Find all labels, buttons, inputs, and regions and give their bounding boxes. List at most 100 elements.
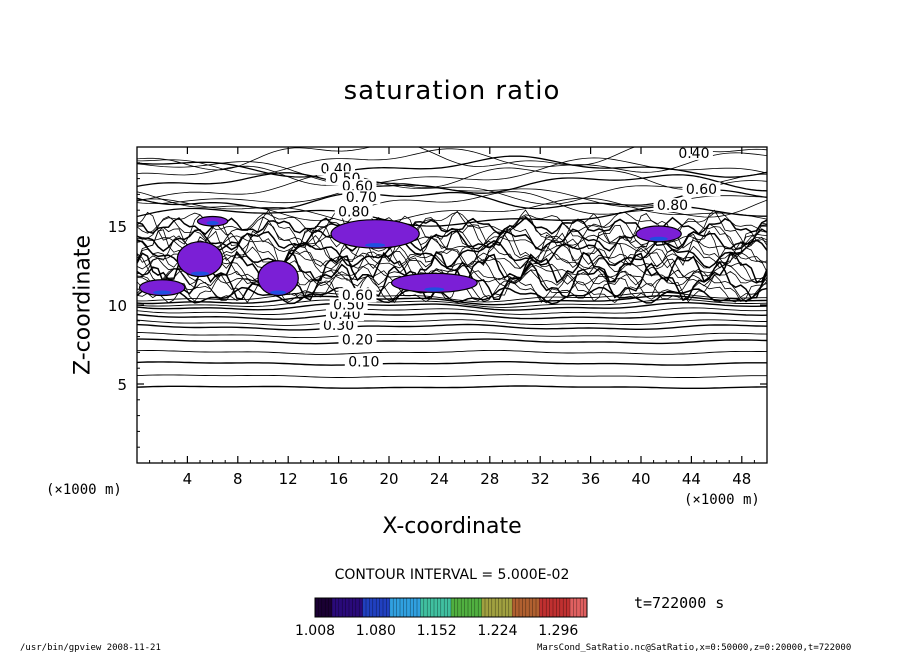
contour-label-bg — [674, 145, 713, 160]
x-tick-label: 16 — [329, 470, 348, 488]
colorbar-segment — [447, 598, 452, 617]
contour-label: 0.60 — [342, 288, 373, 304]
colorbar-segment — [355, 598, 360, 617]
colorbar-segment — [315, 598, 319, 617]
colorbar-segment — [342, 598, 346, 617]
x-tick-label: 40 — [631, 470, 650, 488]
contour-labels: 0.100.200.300.400.500.600.400.500.600.70… — [317, 145, 721, 370]
colorbar-segment — [440, 598, 445, 617]
contour-line — [137, 228, 767, 252]
colorbar-segment — [332, 598, 336, 617]
colorbar-segment — [420, 598, 425, 617]
colorbar-segment — [508, 598, 513, 617]
colorbar-segment — [335, 598, 340, 617]
colorbar-segment — [519, 598, 523, 617]
contour-line — [137, 338, 767, 345]
contour-label: 0.80 — [338, 204, 369, 220]
colorbar-segment — [464, 598, 469, 617]
colorbar-segment — [321, 598, 326, 617]
y-axis-unit: (×1000 m) — [46, 482, 122, 498]
contour-line — [137, 302, 767, 311]
contour-line — [137, 157, 767, 186]
colorbar-segment — [325, 598, 329, 617]
colorbar-segment — [488, 598, 493, 617]
contour-line — [137, 319, 767, 326]
colorbar-segment — [349, 598, 353, 617]
colorbar-segment — [372, 598, 377, 617]
colorbar-segment — [573, 598, 578, 617]
contour-line — [137, 332, 767, 339]
x-tick-label: 48 — [732, 470, 751, 488]
colorbar-segment — [345, 598, 350, 617]
colorbar-tick-label: 1.296 — [538, 623, 578, 639]
x-axis-unit: (×1000 m) — [684, 492, 760, 508]
contour-line — [137, 244, 767, 285]
colorbar: 1.008 1.080 1.152 1.224 1.296 — [295, 597, 588, 639]
colorbar-segment — [491, 598, 496, 617]
contour-line — [137, 147, 767, 171]
colorbar-segment — [318, 598, 323, 617]
contour-line — [137, 250, 767, 286]
contour-line — [137, 374, 767, 378]
colorbar-segment — [474, 598, 479, 617]
contour-line — [137, 197, 767, 225]
contour-line — [137, 312, 767, 320]
contour-line — [137, 361, 767, 366]
contour-interval: CONTOUR INTERVAL = 5.000E-02 — [334, 567, 570, 583]
colorbar-segment — [481, 598, 486, 617]
contour-label: 0.60 — [686, 182, 717, 198]
colorbar-segment — [362, 598, 367, 617]
contour-label: 0.10 — [348, 354, 379, 370]
region-core — [649, 236, 668, 241]
colorbar-frame — [314, 597, 588, 618]
region-core — [190, 271, 210, 276]
colorbar-segment — [400, 598, 404, 617]
chart-title: saturation ratio — [343, 76, 561, 106]
contour-line — [137, 385, 767, 389]
colorbar-tick-label: 1.008 — [295, 623, 335, 639]
colorbar-segment — [549, 598, 554, 617]
contour-label-bg — [342, 190, 381, 205]
y-tick-label: 5 — [117, 376, 127, 394]
region-core — [270, 290, 287, 295]
colorbar-segment — [403, 598, 408, 617]
colorbar-segment — [525, 598, 530, 617]
colorbar-segment — [468, 598, 472, 617]
colorbar-segment — [444, 598, 448, 617]
contour-line — [137, 155, 767, 178]
colorbar-segment — [396, 598, 401, 617]
colorbar-segment — [556, 598, 561, 617]
colorbar-segment — [454, 598, 459, 617]
supersaturated-region — [635, 225, 682, 243]
colorbar-tick-label: 1.224 — [477, 623, 517, 639]
contour-label: 0.20 — [342, 332, 373, 348]
region-core — [153, 290, 172, 295]
colorbar-segment — [566, 598, 571, 617]
colorbar-segment — [379, 598, 384, 617]
contour-line — [137, 173, 767, 205]
contour-line — [137, 209, 767, 249]
colorbar-segment — [536, 598, 540, 617]
x-tick-label: 24 — [430, 470, 449, 488]
contour-line — [137, 286, 767, 305]
colorbar-segment — [359, 598, 363, 617]
colorbar-segment — [522, 598, 527, 617]
colorbar-segment — [478, 598, 482, 617]
colorbar-segment — [563, 598, 567, 617]
contour-line — [137, 349, 767, 355]
supersaturation-regions — [138, 215, 682, 297]
x-tick-label: 32 — [531, 470, 550, 488]
colorbar-segment — [505, 598, 510, 617]
contour-label: 0.40 — [678, 146, 709, 162]
colorbar-segment — [427, 598, 431, 617]
colorbar-segment — [383, 598, 387, 617]
supersaturated-region — [176, 241, 224, 278]
colorbar-segment — [461, 598, 465, 617]
contour-line — [137, 298, 767, 308]
colorbar-segment — [413, 598, 418, 617]
colorbar-segment — [369, 598, 374, 617]
contour-line — [137, 307, 767, 315]
x-axis-label: X-coordinate — [382, 514, 522, 539]
colorbar-segment — [485, 598, 489, 617]
